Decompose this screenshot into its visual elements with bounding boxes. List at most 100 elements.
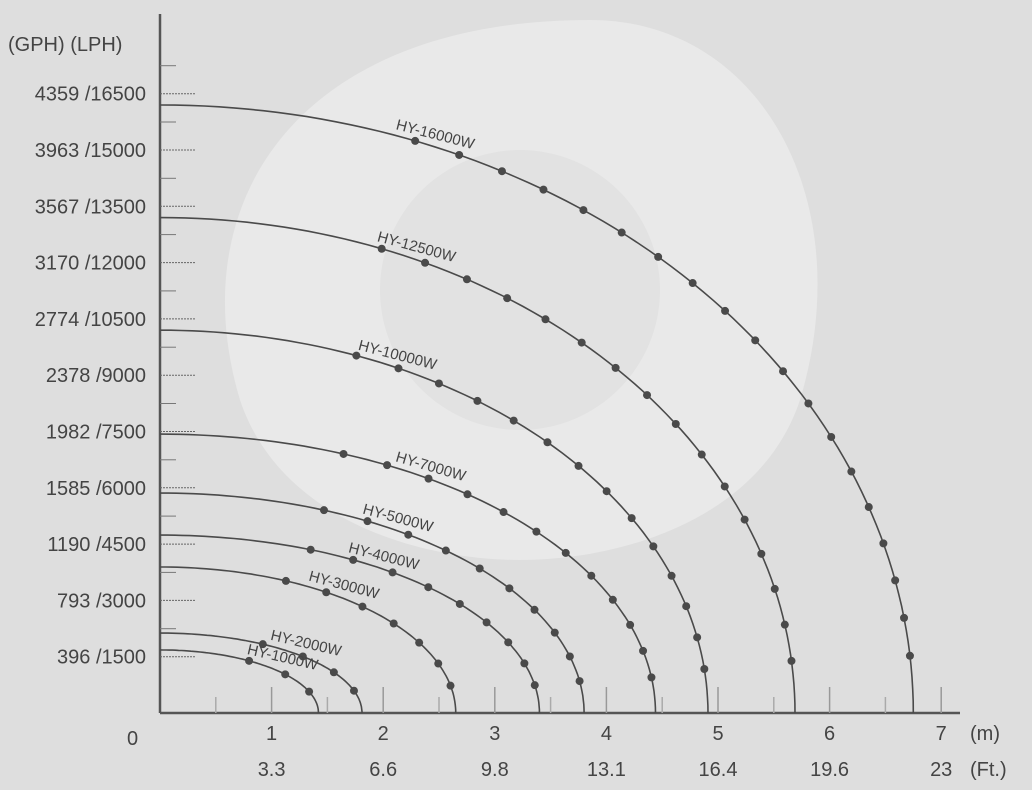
data-point bbox=[434, 659, 443, 668]
x-tick-label-ft: 6.6 bbox=[369, 759, 397, 781]
data-point bbox=[499, 508, 508, 517]
data-point bbox=[455, 150, 464, 159]
x-tick-label-ft: 16.4 bbox=[699, 759, 738, 781]
data-point bbox=[602, 487, 611, 496]
data-point bbox=[530, 605, 539, 614]
data-point bbox=[693, 633, 702, 642]
y-tick-label: 2774 /10500 bbox=[35, 309, 146, 331]
y-unit-label: (GPH) (LPH) bbox=[8, 34, 122, 56]
data-point bbox=[770, 584, 779, 593]
data-point bbox=[245, 656, 254, 665]
data-point bbox=[388, 568, 397, 577]
data-point bbox=[306, 545, 315, 554]
watermark-logo bbox=[224, 20, 818, 560]
y-tick-label: 3567 /13500 bbox=[35, 196, 146, 218]
data-point bbox=[757, 549, 766, 558]
data-point bbox=[751, 336, 760, 345]
data-point bbox=[579, 206, 588, 215]
data-point bbox=[339, 449, 348, 458]
data-point bbox=[322, 588, 331, 597]
data-point bbox=[671, 420, 680, 429]
data-point bbox=[415, 638, 424, 647]
data-point bbox=[587, 571, 596, 580]
x-tick-label-ft: 23 bbox=[930, 759, 952, 781]
y-tick-label: 396 /1500 bbox=[57, 647, 146, 669]
series-line bbox=[159, 216, 796, 714]
data-point bbox=[682, 602, 691, 611]
data-point bbox=[720, 482, 729, 491]
data-point bbox=[258, 640, 267, 649]
data-point bbox=[281, 670, 290, 679]
series-line bbox=[159, 433, 657, 714]
data-point bbox=[455, 599, 464, 608]
data-point bbox=[298, 652, 307, 661]
y-tick-label: 4359 /16500 bbox=[35, 84, 146, 106]
data-point bbox=[352, 351, 361, 360]
data-point bbox=[497, 167, 506, 176]
data-point bbox=[721, 306, 730, 315]
data-point bbox=[779, 367, 788, 376]
x-tick-label-m: 1 bbox=[266, 723, 277, 745]
data-point bbox=[482, 618, 491, 627]
data-point bbox=[787, 656, 796, 665]
series-label: HY-3000W bbox=[307, 568, 382, 603]
data-point bbox=[649, 542, 658, 551]
data-point bbox=[475, 564, 484, 573]
x-tick-label-m: 5 bbox=[712, 723, 723, 745]
y-tick-label: 3170 /12000 bbox=[35, 253, 146, 275]
data-point bbox=[688, 279, 697, 288]
data-point bbox=[608, 595, 617, 604]
data-point bbox=[575, 677, 584, 686]
data-point bbox=[541, 315, 550, 324]
data-point bbox=[473, 396, 482, 405]
data-point bbox=[349, 555, 358, 564]
data-point bbox=[463, 490, 472, 499]
data-point bbox=[700, 664, 709, 673]
data-point bbox=[377, 244, 386, 253]
y-tick-label: 1585 /6000 bbox=[46, 478, 146, 500]
data-point bbox=[363, 517, 372, 526]
data-point bbox=[462, 275, 471, 284]
data-point bbox=[697, 450, 706, 459]
data-point bbox=[626, 620, 635, 629]
y-tick-label: 1982 /7500 bbox=[46, 422, 146, 444]
data-point bbox=[520, 659, 529, 668]
data-point bbox=[643, 391, 652, 400]
data-point bbox=[740, 515, 749, 524]
series-HY-1000W: HY-1000W bbox=[159, 641, 320, 714]
data-point bbox=[539, 185, 548, 194]
x-tick-label-m: 6 bbox=[824, 723, 835, 745]
data-point bbox=[319, 506, 328, 515]
data-point bbox=[891, 576, 900, 585]
data-point bbox=[627, 514, 636, 523]
data-point bbox=[329, 668, 338, 677]
data-point bbox=[389, 619, 398, 628]
data-point bbox=[617, 228, 626, 237]
x-tick-label-m: 7 bbox=[936, 723, 947, 745]
data-point bbox=[574, 461, 583, 470]
data-point bbox=[394, 364, 403, 373]
series-line bbox=[159, 649, 320, 714]
data-point bbox=[647, 673, 656, 682]
series-HY-2000W: HY-2000W bbox=[160, 627, 363, 713]
x-tick-label-ft: 19.6 bbox=[810, 759, 849, 781]
x-tick-label-ft: 3.3 bbox=[258, 759, 286, 781]
y-tick-label: 793 /3000 bbox=[57, 590, 146, 612]
data-point bbox=[441, 546, 450, 555]
series-line bbox=[160, 566, 457, 713]
data-point bbox=[434, 379, 443, 388]
x-tick-label-m: 2 bbox=[378, 723, 389, 745]
data-point bbox=[565, 652, 574, 661]
y-tick-label: 3963 /15000 bbox=[35, 140, 146, 162]
data-point bbox=[424, 583, 433, 592]
x-tick-label-m: 4 bbox=[601, 723, 612, 745]
data-point bbox=[509, 416, 518, 425]
data-point bbox=[424, 474, 433, 483]
data-point bbox=[780, 620, 789, 629]
x-tick-label-ft: 9.8 bbox=[481, 759, 509, 781]
data-point bbox=[804, 399, 813, 408]
data-point bbox=[827, 432, 836, 441]
data-point bbox=[530, 681, 539, 690]
